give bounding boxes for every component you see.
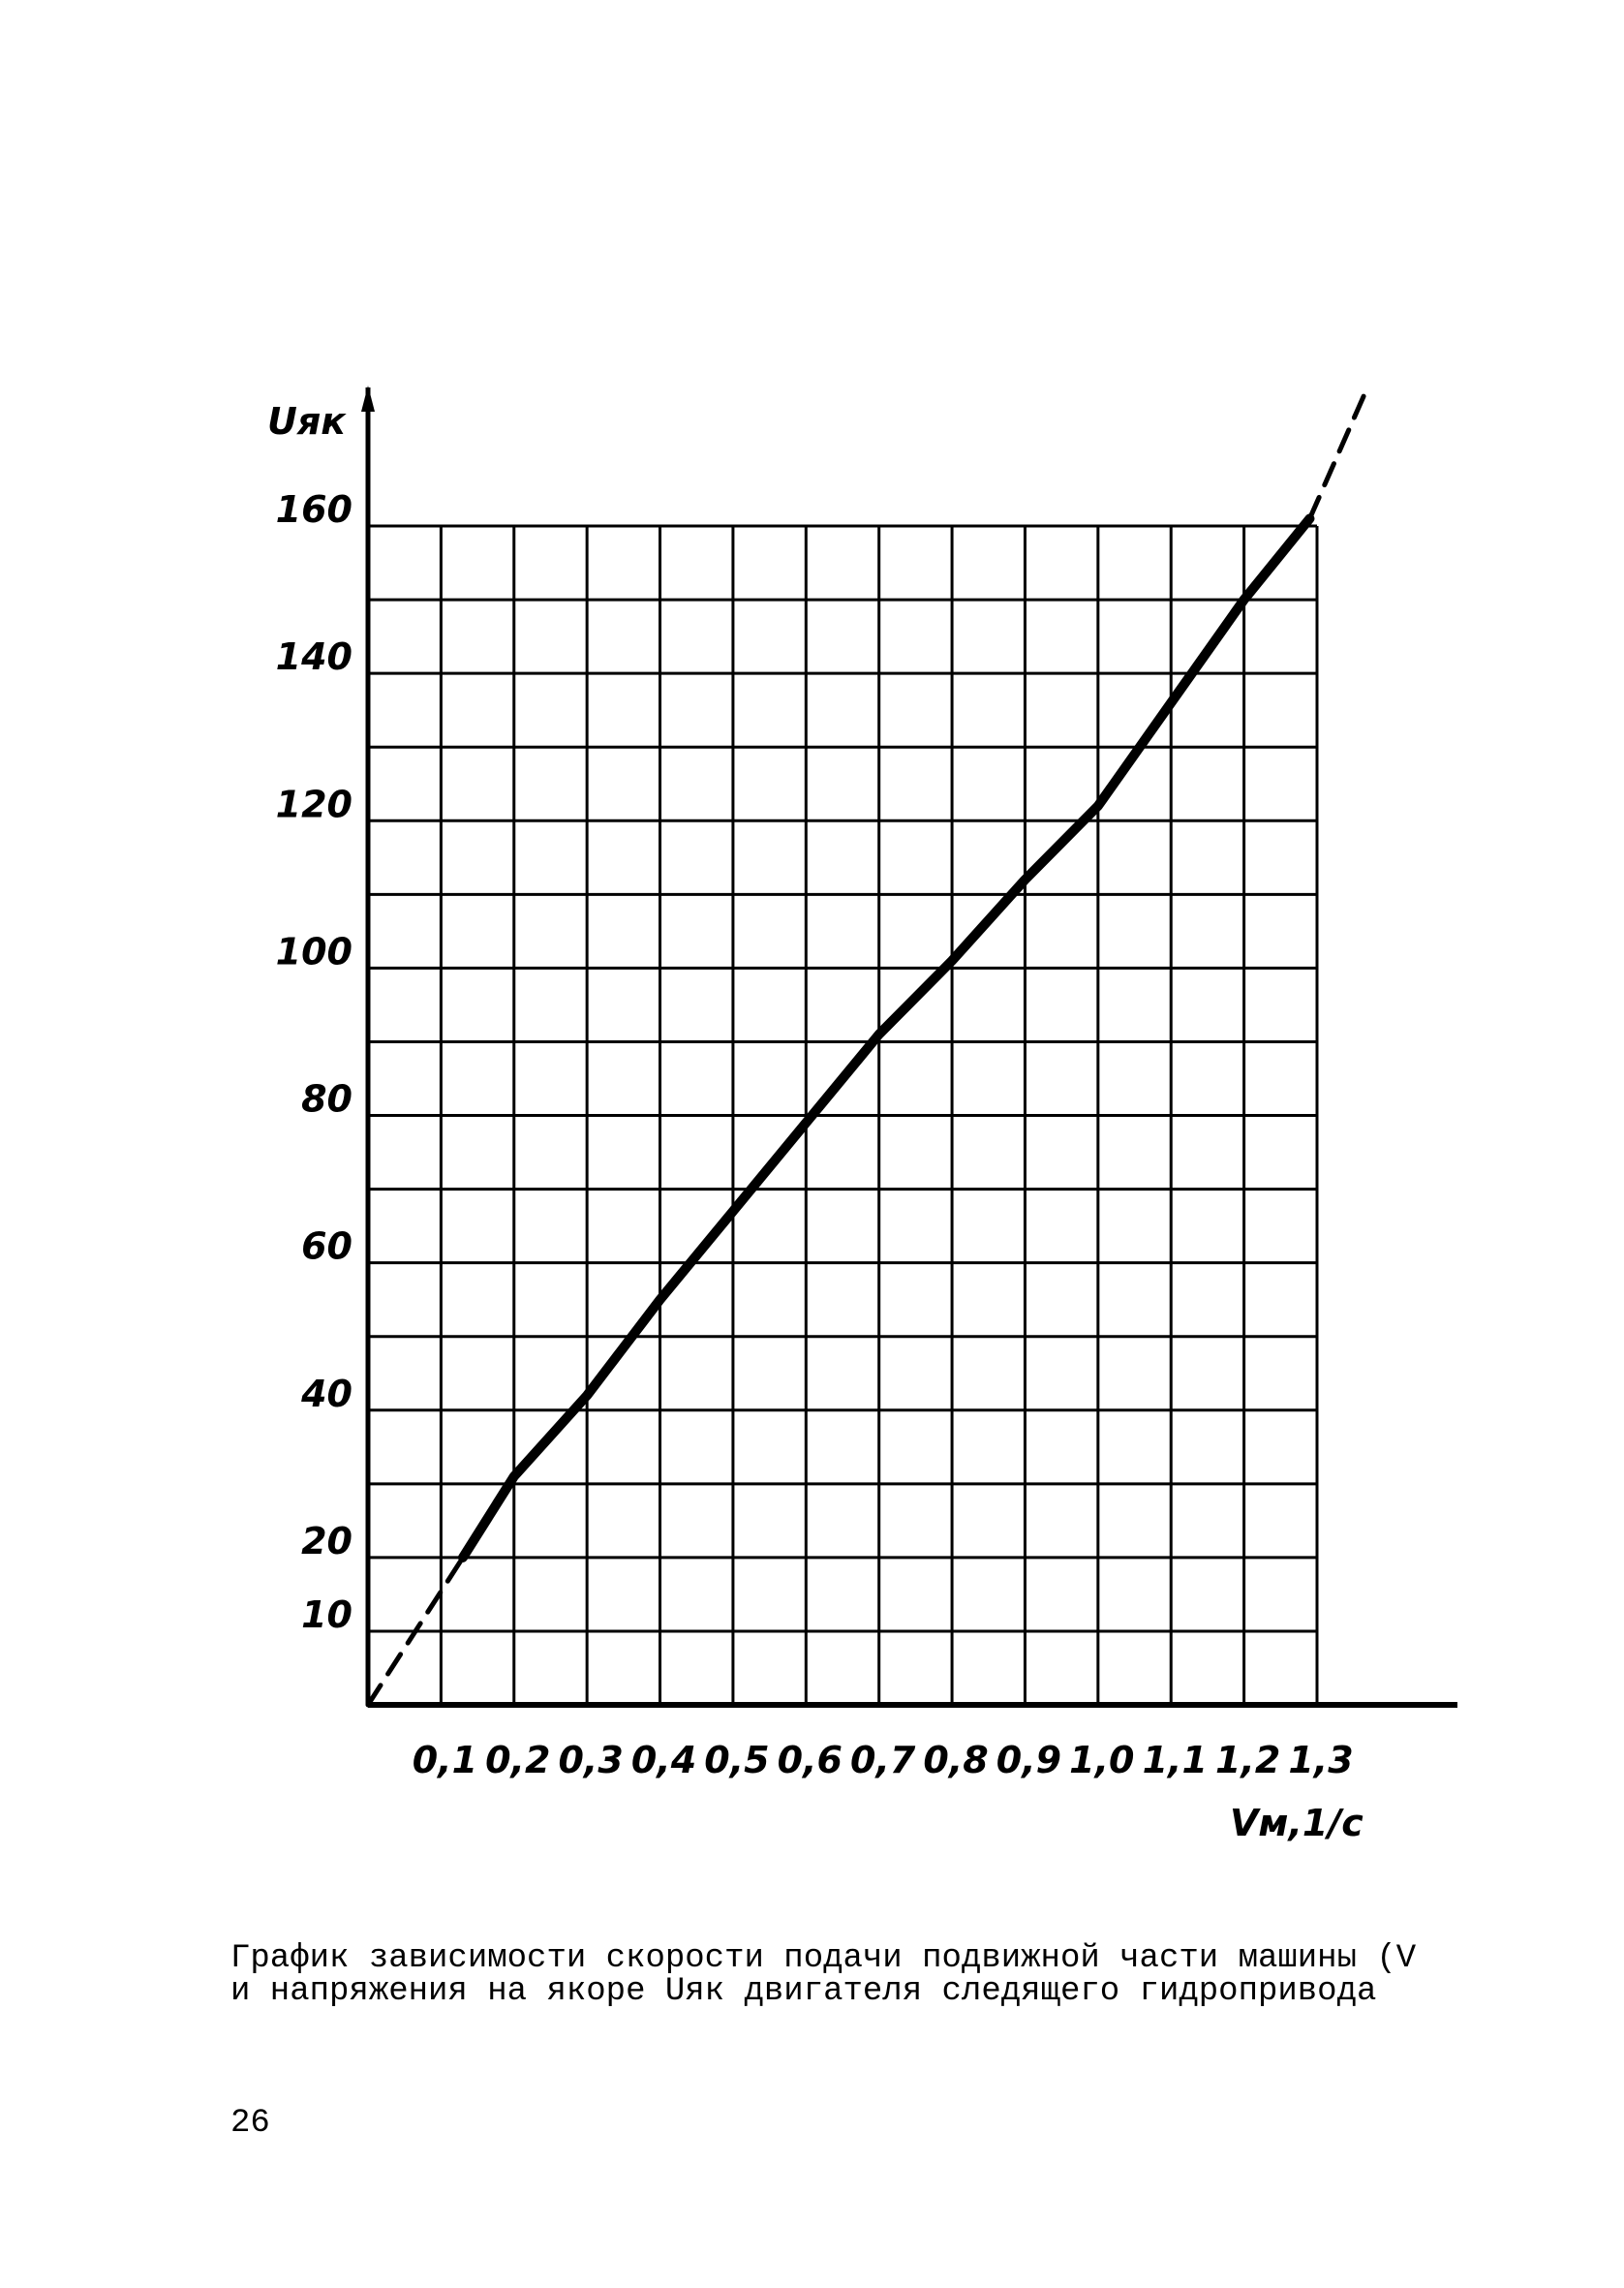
x-tick-label: 0,3 <box>558 1739 623 1781</box>
x-tick-label: 0,6 <box>778 1739 843 1781</box>
x-tick-label: 0,4 <box>631 1739 696 1781</box>
x-tick-label: 0,1 <box>413 1739 477 1781</box>
y-tick-label: 120 <box>276 783 352 825</box>
x-tick-label: 0,7 <box>850 1739 916 1781</box>
x-tick-label: 0,9 <box>996 1739 1061 1781</box>
y-tick-label: 160 <box>276 488 352 531</box>
page-number: 26 <box>230 2105 270 2142</box>
caption-line: и напряжения на якоре Uяк двигателя след… <box>230 1973 1376 2010</box>
y-tick-label: 60 <box>301 1225 352 1268</box>
x-tick-label: 1,0 <box>1069 1739 1134 1781</box>
y-tick-label: 140 <box>276 635 352 678</box>
x-tick-label: 0,5 <box>704 1739 769 1781</box>
x-tick-label: 1,2 <box>1215 1739 1280 1781</box>
y-tick-label: 40 <box>300 1373 352 1415</box>
x-tick-label: 0,8 <box>923 1739 988 1781</box>
y-tick-label: 20 <box>301 1520 352 1562</box>
y-tick-label: 80 <box>301 1078 352 1121</box>
y-axis-label: Uяк <box>267 400 347 443</box>
x-tick-label: 1,1 <box>1143 1739 1208 1781</box>
x-axis-label: Vм,1/с <box>1230 1802 1364 1844</box>
x-tick-label: 0,2 <box>485 1739 550 1781</box>
y-tick-label: 100 <box>276 930 352 973</box>
caption-line: График зависимости скорости подачи подви… <box>230 1940 1417 1977</box>
y-axis-arrow <box>361 386 375 412</box>
data-line <box>458 513 1315 1562</box>
dashed-line <box>365 383 1371 1708</box>
y-tick-label: 10 <box>301 1593 352 1636</box>
x-tick-label: 1,3 <box>1288 1739 1353 1781</box>
